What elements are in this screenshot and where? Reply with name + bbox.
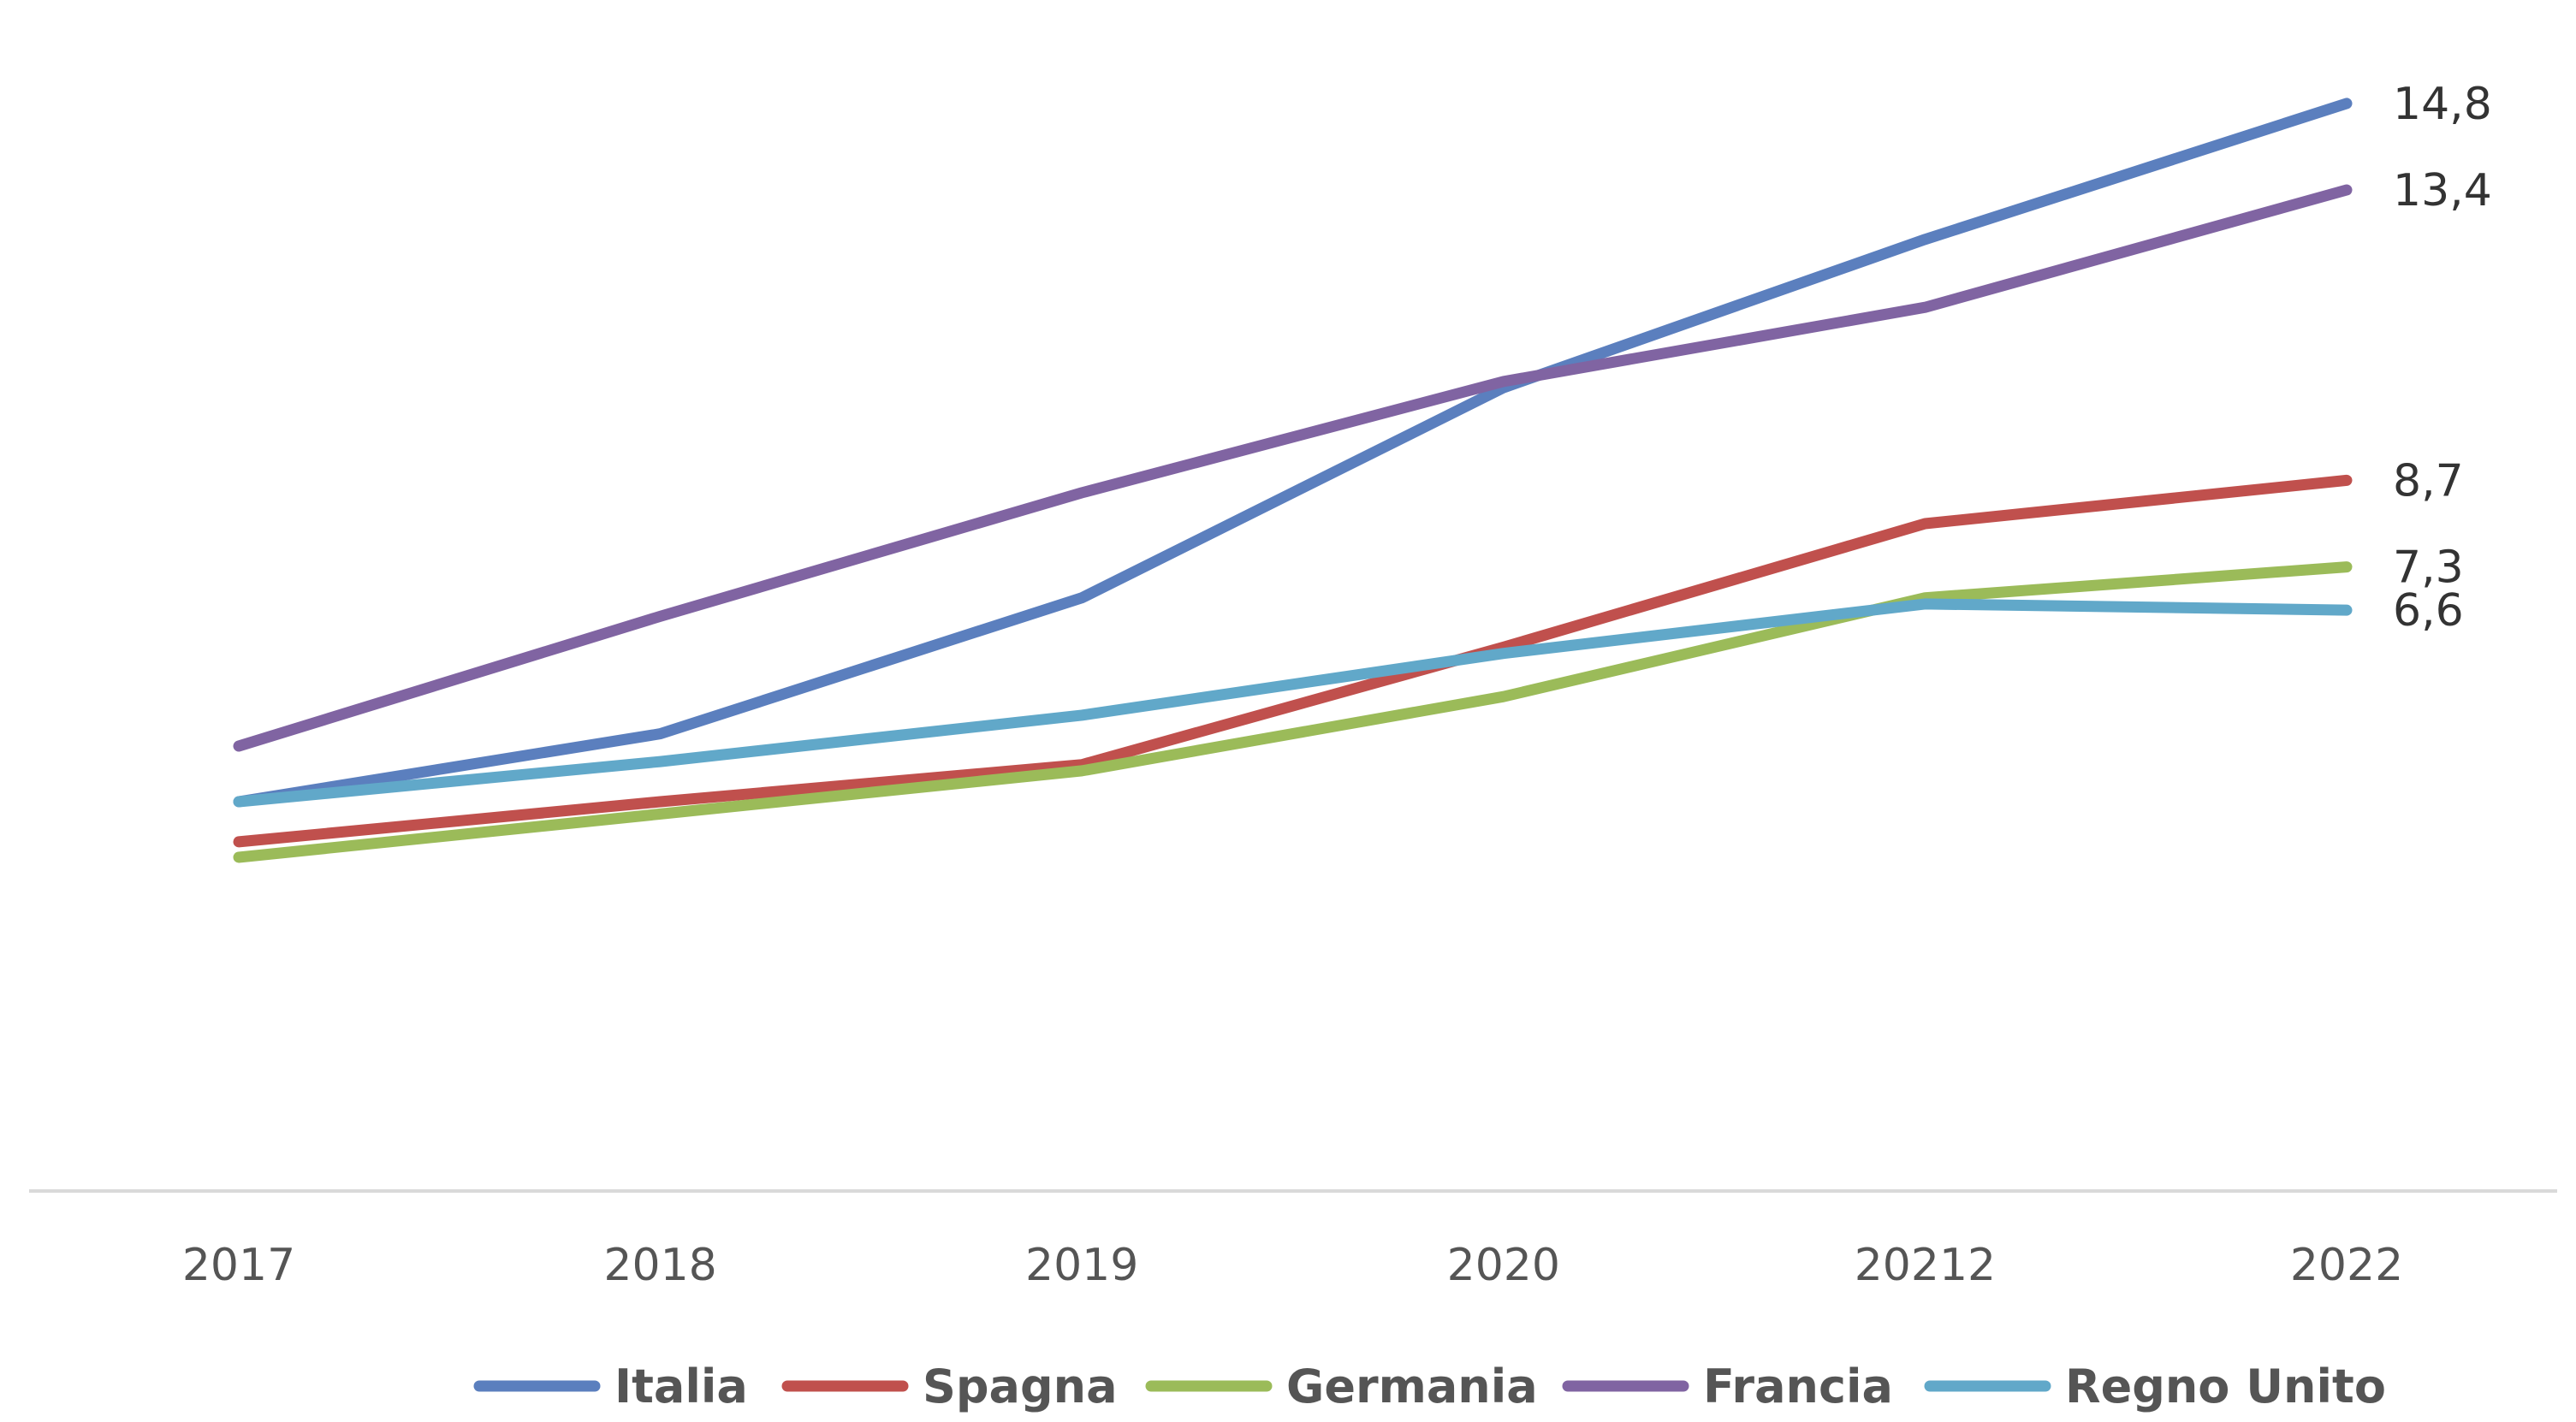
x-tick-label: 2019: [1025, 1240, 1138, 1291]
x-tick-label: 2017: [182, 1240, 295, 1291]
legend-label-germania: Germania: [1286, 1360, 1538, 1413]
end-label-germania: 7,3: [2393, 542, 2464, 594]
series-line-germania: [233, 561, 2353, 863]
legend-label-italia: Italia: [614, 1360, 748, 1413]
end-label-francia: 13,4: [2393, 165, 2492, 216]
legend-label-francia: Francia: [1703, 1360, 1893, 1413]
end-label-italia: 14,8: [2393, 79, 2492, 130]
series-line-italia: [233, 98, 2353, 808]
x-tick-label: 2018: [603, 1240, 716, 1291]
end-labels: 14,8 8,7 7,3 13,4 6,6: [2393, 79, 2492, 637]
end-label-spagna: 8,7: [2393, 455, 2464, 507]
legend-label-spagna: Spagna: [923, 1360, 1118, 1413]
end-label-regno-unito: 6,6: [2393, 585, 2464, 637]
series-line-spagna: [233, 474, 2353, 848]
x-tick-label: 2020: [1447, 1240, 1560, 1291]
legend-label-regno-unito: Regno Unito: [2065, 1360, 2386, 1413]
series-line-regno-unito: [233, 598, 2353, 808]
series-layer: [233, 98, 2353, 863]
x-axis-ticks: 2017 2018 2019 2020 20212 2022: [182, 1240, 2403, 1291]
x-tick-label: 2022: [2290, 1240, 2403, 1291]
x-tick-label: 20212: [1855, 1240, 1996, 1291]
legend: Italia Spagna Germania Francia Regno Unito: [473, 1360, 2386, 1413]
series-line-francia: [233, 184, 2353, 752]
